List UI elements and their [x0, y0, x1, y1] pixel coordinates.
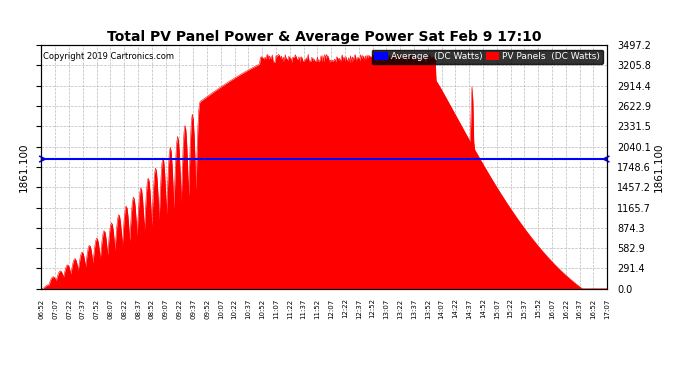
Title: Total PV Panel Power & Average Power Sat Feb 9 17:10: Total PV Panel Power & Average Power Sat…	[107, 30, 542, 44]
Text: Copyright 2019 Cartronics.com: Copyright 2019 Cartronics.com	[43, 53, 173, 61]
Legend: Average  (DC Watts), PV Panels  (DC Watts): Average (DC Watts), PV Panels (DC Watts)	[372, 50, 602, 64]
Y-axis label: 1861.100: 1861.100	[19, 142, 29, 192]
Y-axis label: 1861.100: 1861.100	[653, 142, 664, 192]
